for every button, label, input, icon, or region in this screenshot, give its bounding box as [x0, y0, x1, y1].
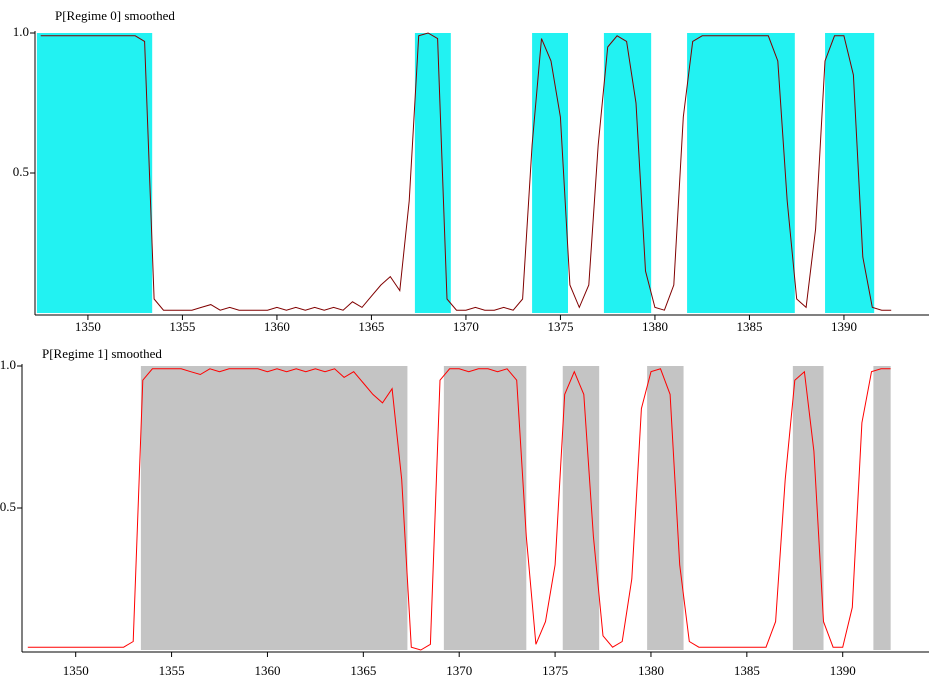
- shaded-range: [532, 33, 568, 313]
- x-tick-label: 1385: [734, 663, 760, 678]
- x-tick-label: 1370: [446, 663, 472, 678]
- shaded-range: [603, 33, 652, 313]
- x-tick-label: 1365: [350, 663, 376, 678]
- shaded-range: [825, 33, 875, 313]
- y-tick-label: 1.0: [13, 24, 29, 39]
- shaded-range: [443, 366, 527, 650]
- x-tick-label: 1350: [75, 319, 101, 334]
- x-tick-label: 1390: [830, 663, 856, 678]
- shaded-range: [36, 33, 153, 313]
- y-tick-label: 1.0: [0, 357, 16, 372]
- x-tick-label: 1360: [264, 319, 290, 334]
- series-line: [40, 32, 892, 311]
- x-tick-label: 1355: [169, 319, 195, 334]
- shaded-range: [792, 366, 824, 650]
- x-tick-label: 1365: [358, 319, 384, 334]
- shaded-range: [562, 366, 600, 650]
- x-tick-label: 1375: [547, 319, 573, 334]
- x-tick-label: 1385: [736, 319, 762, 334]
- series-line: [27, 368, 891, 651]
- shaded-range: [687, 33, 795, 313]
- x-tick-label: 1390: [831, 319, 857, 334]
- series-label: P[Regime 1] smoothed: [42, 346, 162, 361]
- x-tick-label: 1350: [63, 663, 89, 678]
- shaded-range: [140, 366, 408, 650]
- x-tick-label: 1355: [159, 663, 185, 678]
- x-tick-label: 1360: [254, 663, 280, 678]
- series-label: P[Regime 0] smoothed: [55, 8, 175, 23]
- x-tick-label: 1380: [638, 663, 664, 678]
- x-tick-label: 1370: [453, 319, 479, 334]
- shaded-range: [647, 366, 684, 650]
- x-tick-label: 1375: [542, 663, 568, 678]
- y-tick-label: 0.5: [13, 164, 29, 179]
- y-tick-label: 0.5: [0, 499, 16, 514]
- shaded-range: [414, 33, 451, 313]
- shaded-range: [873, 366, 891, 650]
- x-tick-label: 1380: [642, 319, 668, 334]
